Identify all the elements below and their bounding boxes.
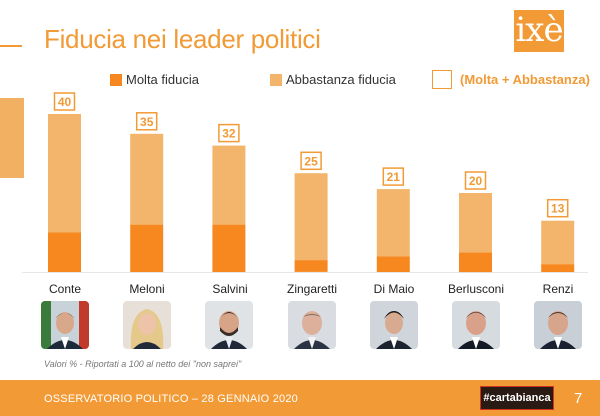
bar-berlusconi-abbastanza: [459, 193, 492, 253]
total-label-berlusconi: 20: [469, 174, 483, 188]
title-rule: [0, 45, 22, 47]
conte-portrait-icon: [41, 301, 89, 349]
bar-salvini-abbastanza: [212, 145, 246, 225]
bar-meloni-abbastanza: [130, 133, 164, 225]
total-box-salvini: [218, 123, 240, 143]
berlusconi-portrait-icon: [452, 301, 500, 349]
legend-label-abbastanza: Abbastanza fiducia: [286, 72, 396, 87]
total-label-conte: 40: [58, 95, 72, 109]
cartabianca-brand: #cartabianca: [480, 386, 554, 410]
total-box-di-maio: [382, 167, 405, 186]
total-label-salvini: 32: [222, 127, 236, 141]
legend-swatch-abbastanza: [270, 74, 282, 86]
total-box-zingaretti: [300, 151, 322, 171]
page-number: 7: [574, 390, 583, 407]
total-label-di-maio: 21: [387, 170, 401, 184]
salvini-portrait-icon: [205, 301, 253, 349]
bar-di-maio-abbastanza: [376, 189, 410, 257]
legend-label-totale: (Molta + Abbastanza): [460, 72, 590, 87]
bar-salvini-molta: [212, 224, 246, 272]
side-accent-tab: [0, 98, 24, 178]
category-label-di-maio: Di Maio: [373, 282, 415, 296]
category-label-berlusconi: Berlusconi: [447, 282, 505, 296]
page-title: Fiducia nei leader politici: [44, 24, 321, 54]
bar-berlusconi-molta: [459, 252, 492, 273]
bar-zingaretti-molta: [294, 260, 328, 272]
category-label-renzi: Renzi: [542, 282, 574, 296]
category-label-conte: Conte: [48, 282, 82, 296]
meloni-portrait-icon: [123, 301, 171, 349]
bar-conte-abbastanza: [48, 114, 81, 233]
zingaretti-portrait-icon: [288, 301, 336, 349]
di-maio-portrait-icon: [370, 301, 418, 349]
total-box-meloni: [135, 112, 158, 131]
total-box-conte: [53, 92, 76, 111]
category-label-meloni: Meloni: [129, 282, 165, 296]
bar-zingaretti-abbastanza: [294, 173, 328, 261]
legend-swatch-molta: [110, 74, 122, 86]
legend-swatch-totale: [432, 70, 452, 89]
total-box-berlusconi: [464, 171, 487, 190]
bar-conte-molta: [48, 232, 81, 272]
footnote: Valori % - Riportati a 100 al netto dei …: [44, 359, 242, 369]
bar-di-maio-molta: [376, 256, 410, 272]
total-label-zingaretti: 25: [304, 154, 318, 168]
category-label-zingaretti: Zingaretti: [286, 282, 338, 296]
renzi-portrait-icon: [534, 301, 582, 349]
legend-label-molta: Molta fiducia: [126, 72, 199, 87]
total-box-renzi: [546, 198, 569, 218]
total-label-meloni: 35: [140, 115, 154, 129]
category-label-salvini: Salvini: [212, 282, 248, 296]
bar-meloni-molta: [130, 224, 164, 272]
ixe-logo: ixè: [514, 10, 564, 52]
total-label-renzi: 13: [551, 202, 565, 216]
footer-text: OSSERVATORIO POLITICO – 28 GENNAIO 2020: [44, 393, 298, 405]
bar-renzi-abbastanza: [541, 220, 575, 265]
bar-renzi-molta: [541, 264, 575, 272]
